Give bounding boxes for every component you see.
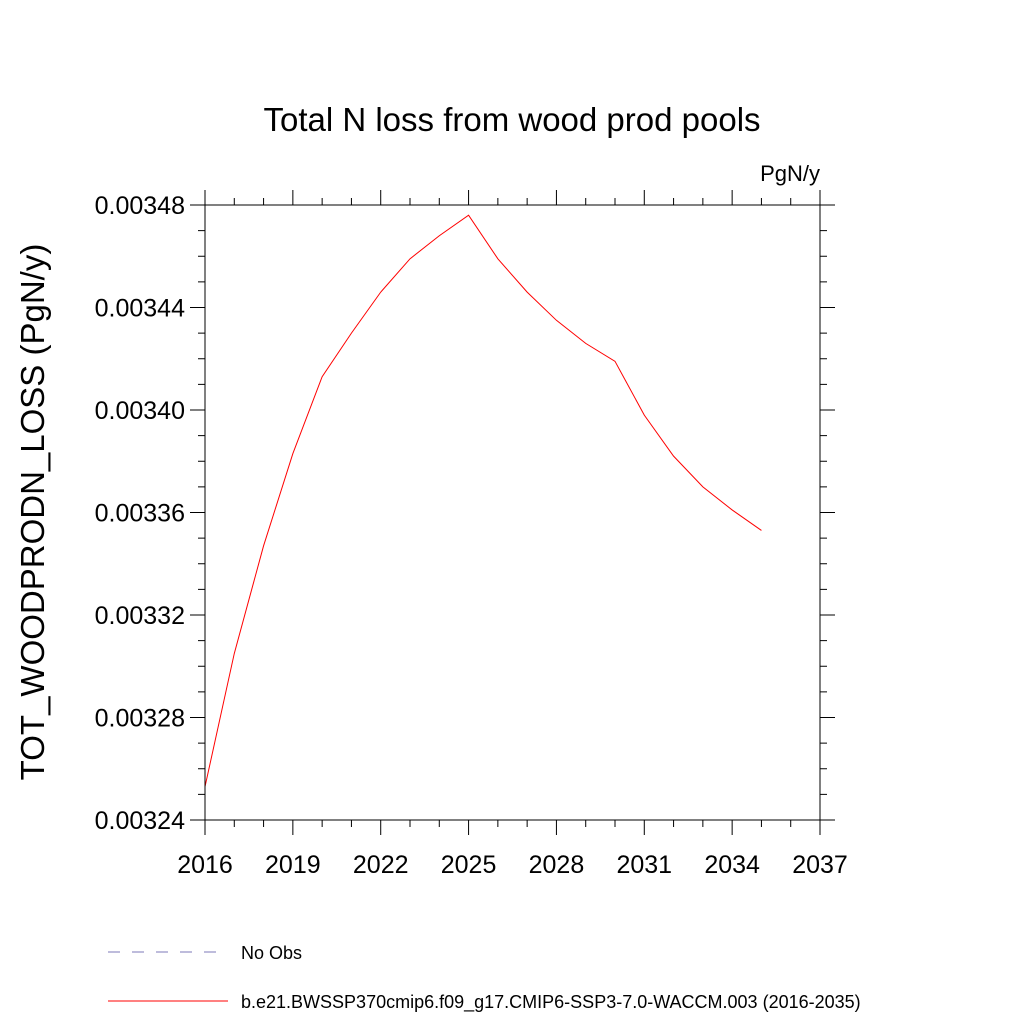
y-tick-label: 0.00336 bbox=[95, 500, 185, 528]
units-label: PgN/y bbox=[760, 161, 820, 186]
y-tick-label: 0.00328 bbox=[95, 705, 185, 733]
y-tick-label: 0.00340 bbox=[95, 397, 185, 425]
x-tick-label: 2034 bbox=[704, 851, 760, 879]
series-lines bbox=[204, 214, 762, 787]
y-tick-label: 0.00332 bbox=[95, 602, 185, 630]
plot-frame bbox=[204, 204, 821, 821]
legend-label-model-run: b.e21.BWSSP370cmip6.f09_g17.CMIP6-SSP3-7… bbox=[241, 992, 861, 1013]
axis-ticks bbox=[190, 190, 835, 835]
x-tick-label: 2019 bbox=[265, 851, 321, 879]
series-line-0 bbox=[204, 214, 762, 787]
x-tick-label: 2037 bbox=[792, 851, 848, 879]
y-tick-label: 0.00324 bbox=[95, 807, 185, 835]
chart-title: Total N loss from wood prod pools bbox=[263, 101, 760, 138]
y-axis-label: TOT_WOODPRODN_LOSS (PgN/y) bbox=[14, 244, 51, 781]
x-tick-label: 2028 bbox=[529, 851, 585, 879]
x-tick-label: 2016 bbox=[177, 851, 233, 879]
x-tick-label: 2022 bbox=[353, 851, 409, 879]
x-tick-label: 2025 bbox=[441, 851, 497, 879]
axis-tick-labels: 2016 2019 2022 2025 2028 2031 2034 2037 0.00324 0… bbox=[95, 192, 848, 879]
legend-label-no-obs: No Obs bbox=[241, 943, 302, 963]
legend: No Obs b.e21.BWSSP370cmip6.f09_g17.CMIP6… bbox=[108, 943, 861, 1013]
y-tick-label: 0.00348 bbox=[95, 192, 185, 220]
x-tick-label: 2031 bbox=[616, 851, 672, 879]
y-tick-label: 0.00344 bbox=[95, 295, 185, 323]
